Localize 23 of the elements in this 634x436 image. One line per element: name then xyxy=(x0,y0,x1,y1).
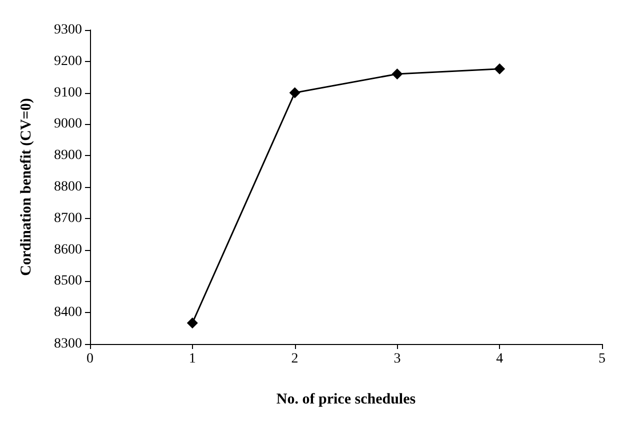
y-axis-title: Cordination benefit (CV=0) xyxy=(18,98,34,276)
y-tick-label: 9100 xyxy=(54,85,82,100)
y-tick-label: 9300 xyxy=(54,22,82,38)
y-tick-label: 8500 xyxy=(54,274,82,289)
y-tick-label: 9200 xyxy=(54,54,82,69)
point xyxy=(392,68,403,80)
x-tick-label: 4 xyxy=(496,352,504,366)
x-tick-label: 3 xyxy=(394,352,401,366)
y-tick-label: 8800 xyxy=(54,180,82,194)
y-tick-label: 8300 xyxy=(54,336,82,352)
y-tick-label: 8900 xyxy=(54,148,82,164)
y-tick-label: 8600 xyxy=(54,242,82,258)
y-tick-label: 8700 xyxy=(54,210,82,226)
y-tick-label: 8400 xyxy=(54,305,82,320)
point xyxy=(494,63,506,74)
x-axis-title: No. of price schedules xyxy=(276,392,416,408)
x-tick-label: 2 xyxy=(291,352,298,366)
x-tick-label: 5 xyxy=(598,352,606,366)
x-tick-label: 1 xyxy=(188,352,196,366)
point xyxy=(186,317,198,328)
x-tick-label: 0 xyxy=(86,352,94,366)
y-tick-label: 9000 xyxy=(54,116,82,132)
point xyxy=(289,87,300,98)
